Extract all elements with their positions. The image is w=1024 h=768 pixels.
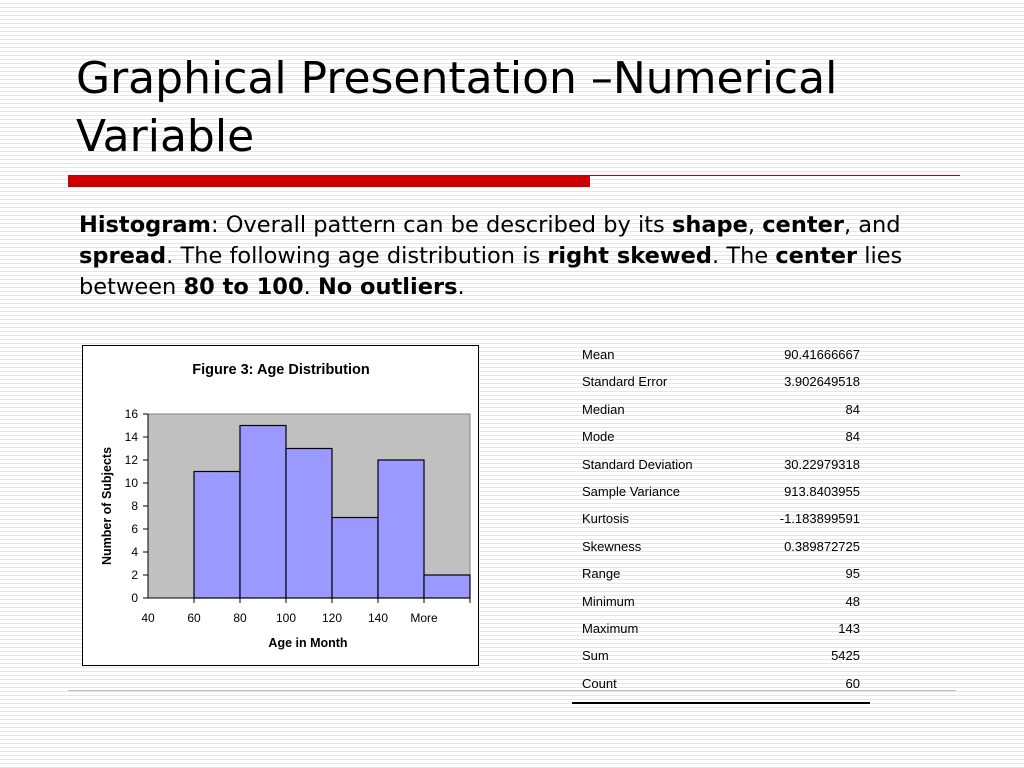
stat-value: 0.389872725 xyxy=(784,538,860,554)
body-emphasis: spread xyxy=(79,243,167,269)
body-text-segment: . The xyxy=(712,243,776,269)
title-underline-thin xyxy=(590,175,960,176)
histogram-bar xyxy=(193,470,241,599)
histogram-bar xyxy=(423,574,471,599)
body-emphasis: right skewed xyxy=(547,243,713,269)
y-tick-label: 0 xyxy=(131,591,138,605)
stat-row: Standard Error 3.902649518 xyxy=(572,369,870,396)
body-text-segment: lies between xyxy=(79,243,903,300)
stat-row: Kurtosis -1.183899591 xyxy=(572,506,870,533)
stat-row: Median 84 xyxy=(572,397,870,424)
stat-value: 84 xyxy=(845,401,860,417)
x-tick-label: 40 xyxy=(141,611,155,625)
y-axis-title: Number of Subjects xyxy=(100,447,114,565)
y-tick-label: 16 xyxy=(125,407,139,421)
stat-label: Mode xyxy=(582,429,615,445)
slide-title: Graphical Presentation –Numerical Variab… xyxy=(76,50,976,166)
footer-rule xyxy=(68,690,956,691)
histogram-bar xyxy=(239,424,287,599)
body-text-segment: . xyxy=(303,274,318,300)
stat-row: Standard Deviation 30.22979318 xyxy=(572,452,870,479)
histogram-bar xyxy=(285,447,333,599)
body-text-segment: . xyxy=(457,274,465,300)
stat-row: Range 95 xyxy=(572,561,870,588)
stat-label: Sample Variance xyxy=(582,483,681,499)
x-tick-label: 80 xyxy=(233,611,247,625)
y-tick-label: 2 xyxy=(131,568,138,582)
chart-title: Figure 3: Age Distribution xyxy=(192,362,370,378)
title-underline-accent xyxy=(68,175,590,187)
title-underline xyxy=(68,174,960,188)
stat-value: 84 xyxy=(845,429,860,445)
body-paragraph: Histogram: Overall pattern can be descri… xyxy=(79,210,969,303)
x-tick-label: 140 xyxy=(368,611,388,625)
body-emphasis: center xyxy=(762,212,844,238)
y-tick-label: 6 xyxy=(131,522,138,536)
stats-bottom-rule xyxy=(572,702,870,705)
y-tick-label: 8 xyxy=(131,499,138,513)
stat-row: Minimum 48 xyxy=(572,589,870,616)
body-text-segment: , and xyxy=(843,212,901,238)
body-emphasis: Histogram xyxy=(79,212,211,238)
histogram-bar xyxy=(331,516,379,599)
stat-label: Range xyxy=(582,566,621,582)
x-tick-label: 120 xyxy=(322,611,342,625)
body-emphasis: No outliers xyxy=(317,274,458,300)
slide-title-line-2: Variable xyxy=(76,111,255,162)
stat-label: Maximum xyxy=(582,620,639,636)
stat-row: Count 60 xyxy=(572,671,870,698)
x-tick-label: 60 xyxy=(187,611,201,625)
stat-value: 5425 xyxy=(831,648,860,664)
y-tick-label: 14 xyxy=(125,430,139,444)
body-emphasis: center xyxy=(775,243,858,269)
histogram-bar xyxy=(377,459,425,599)
y-tick-label: 10 xyxy=(125,476,139,490)
stat-value: 95 xyxy=(845,566,860,582)
stat-label: Sum xyxy=(582,648,609,664)
stat-label: Kurtosis xyxy=(582,511,629,527)
stat-row: Sum 5425 xyxy=(572,643,870,670)
stat-label: Skewness xyxy=(582,538,642,554)
histogram-chart: 0 2 4 6 8 10 12 14 16 40 60 80 100 120 140 More Figure 3… xyxy=(82,345,479,666)
body-text-segment: , xyxy=(747,212,763,238)
stat-value: 143 xyxy=(838,620,860,636)
stat-label: Standard Deviation xyxy=(582,456,693,472)
body-text-segment: . The following age distribution is xyxy=(166,243,548,269)
stat-label: Median xyxy=(582,401,625,417)
stat-label: Minimum xyxy=(582,593,635,609)
stat-value: -1.183899591 xyxy=(779,511,860,527)
stat-value: 913.8403955 xyxy=(784,483,860,499)
stat-label: Mean xyxy=(582,347,615,362)
stat-label: Count xyxy=(582,675,617,691)
slide-title-line-1: Graphical Presentation –Numerical xyxy=(76,53,838,104)
stat-value: 90.41666667 xyxy=(784,347,860,362)
x-tick-label: More xyxy=(410,611,438,625)
stat-row: Skewness 0.389872725 xyxy=(572,534,870,561)
stat-row: Mode 84 xyxy=(572,424,870,451)
x-tick-label: 100 xyxy=(276,611,296,625)
body-text-segment: : Overall pattern can be described by it… xyxy=(210,212,672,238)
x-axis-title: Age in Month xyxy=(268,636,347,650)
stat-row: Sample Variance 913.8403955 xyxy=(572,479,870,506)
stat-value: 60 xyxy=(845,675,860,691)
body-emphasis: shape xyxy=(671,212,748,238)
stat-label: Standard Error xyxy=(582,374,668,390)
descriptive-statistics-table: Mean 90.41666667 Standard Error 3.902649518… xyxy=(572,342,870,705)
histogram-svg: 0 2 4 6 8 10 12 14 16 40 60 80 100 120 140 More Figure 3… xyxy=(100,362,471,650)
stat-row: Maximum 143 xyxy=(572,616,870,643)
stat-value: 30.22979318 xyxy=(784,456,860,472)
y-tick-label: 4 xyxy=(131,545,138,559)
stat-row: Mean 90.41666667 xyxy=(572,342,870,369)
y-tick-label: 12 xyxy=(125,453,139,467)
stat-value: 3.902649518 xyxy=(784,374,860,390)
stat-value: 48 xyxy=(845,593,860,609)
body-emphasis: 80 to 100 xyxy=(183,274,304,300)
